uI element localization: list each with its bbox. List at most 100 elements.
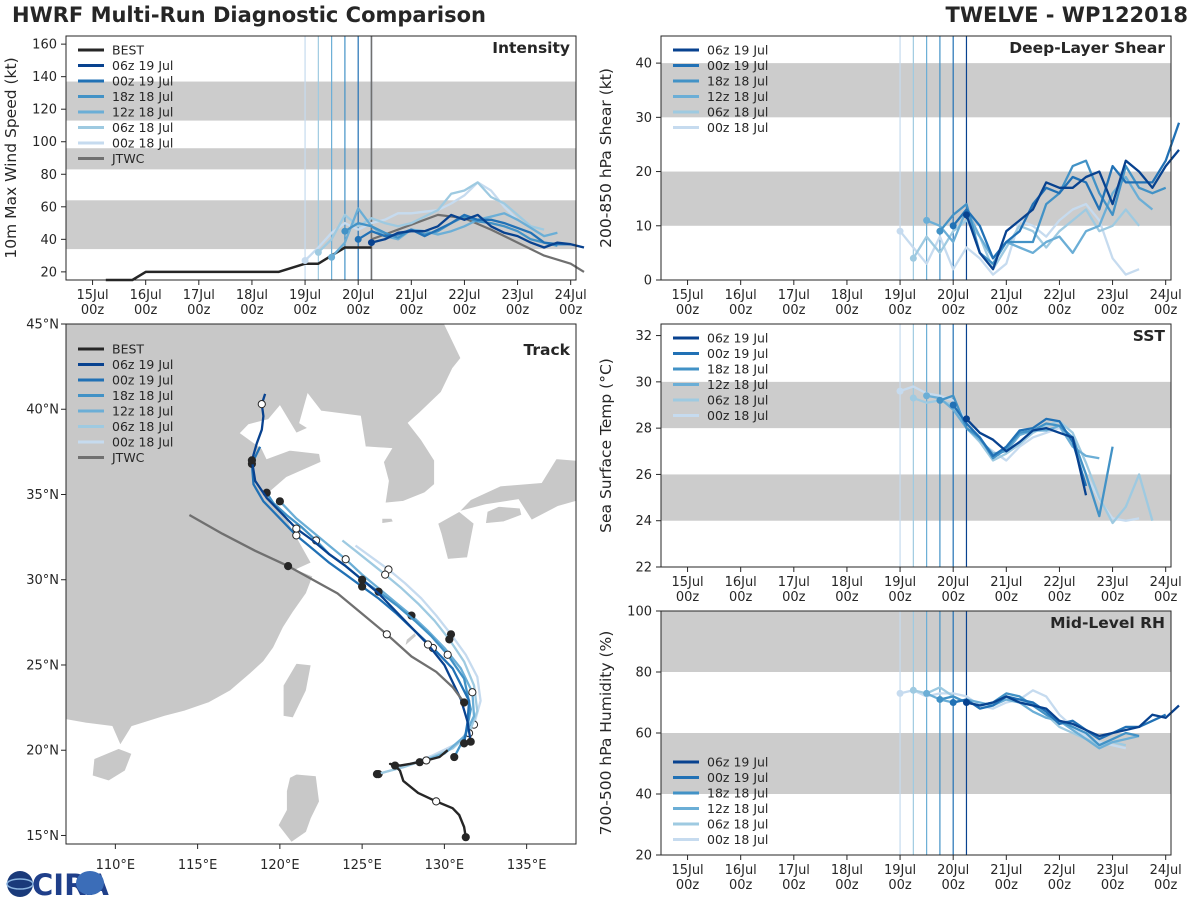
storm-id: TWELVE - WP122018	[945, 3, 1188, 27]
intensity-xtick-hour-2: 00z	[187, 303, 211, 318]
sst-xtick-hour-1: 00z	[729, 590, 753, 605]
intensity-band-0	[66, 200, 576, 250]
sst-xtick-hour-9: 00z	[1154, 590, 1178, 605]
sst-series-start-marker-1	[949, 401, 957, 409]
sst-series-start-marker-5	[896, 387, 904, 395]
shear-series-start-marker-4	[909, 254, 917, 262]
intensity-xtick-hour-5: 00z	[347, 303, 371, 318]
track-series-line-2-marker-4	[443, 650, 452, 659]
intensity-series-line-3	[330, 207, 558, 258]
intensity-xtick-hour-4: 00z	[293, 303, 317, 318]
rh-xtick-date-3: 18Jul	[831, 863, 863, 878]
sst-xtick-hour-2: 00z	[782, 590, 806, 605]
sst-series-start-marker-0	[962, 415, 970, 423]
rh-ytick-label-2: 60	[635, 727, 652, 742]
rh-xtick-date-7: 22Jul	[1043, 863, 1075, 878]
intensity-panel-title: Intensity	[492, 39, 570, 57]
sst-xtick-date-0: 15Jul	[671, 575, 703, 590]
rh-ytick-label-4: 100	[627, 605, 652, 620]
mainland-asia	[66, 324, 462, 746]
sst-xtick-hour-8: 00z	[1101, 590, 1125, 605]
shear-xtick-hour-5: 00z	[942, 303, 966, 318]
rh-xtick-hour-4: 00z	[888, 878, 912, 893]
intensity-ytick-label-6: 140	[32, 70, 57, 85]
rh-xtick-date-5: 20Jul	[937, 863, 969, 878]
sst-xtick-hour-6: 00z	[995, 590, 1019, 605]
intensity-xtick-date-7: 22Jul	[448, 288, 480, 303]
sst-ytick-label-0: 22	[635, 561, 652, 576]
track-series-line-2-marker-0	[450, 752, 459, 762]
legend-run-5-label: 00z 18 Jul	[112, 136, 173, 151]
shear-xtick-hour-3: 00z	[835, 303, 859, 318]
intensity-series-start-marker-5	[301, 256, 309, 264]
legend-run-5-label: 00z 18 Jul	[707, 408, 768, 423]
sst-series-start-marker-3	[923, 392, 931, 400]
legend-run-4-label: 06z 18 Jul	[707, 817, 768, 832]
track-series-line-0-marker-12	[292, 524, 301, 533]
rh-xtick-date-2: 17Jul	[778, 863, 810, 878]
sst-panel-title: SST	[1133, 327, 1166, 345]
sst-xtick-date-2: 17Jul	[778, 575, 810, 590]
rh-xtick-date-0: 15Jul	[671, 863, 703, 878]
intensity-ytick-label-2: 60	[40, 200, 57, 215]
shear-xtick-hour-6: 00z	[995, 303, 1019, 318]
intensity-frame	[65, 35, 577, 281]
track-ytick-label-3: 30°N	[26, 573, 59, 588]
intensity-band-1	[66, 148, 576, 170]
intensity-ytick-label-5: 120	[32, 103, 57, 118]
cira-logo: CIRA	[6, 868, 109, 900]
legend-run-3-label: 12z 18 Jul	[112, 404, 173, 419]
intensity-xtick-hour-0: 00z	[81, 303, 105, 318]
legend-run-5-label: 00z 18 Jul	[112, 435, 173, 450]
intensity-ytick-label-4: 100	[32, 135, 57, 150]
intensity-xtick-date-1: 16Jul	[130, 288, 162, 303]
legend-run-5-label: 00z 18 Jul	[707, 832, 768, 847]
track-series-line-0-marker-0	[466, 737, 475, 746]
rh-xtick-hour-1: 00z	[729, 878, 753, 893]
rh-xtick-date-1: 16Jul	[725, 863, 757, 878]
intensity-band-2	[66, 81, 576, 121]
track-series-line-3-marker-16	[275, 497, 284, 506]
track-series-line-1-marker-0	[460, 739, 469, 748]
shear-series-start-marker-2	[936, 227, 944, 235]
intensity-xtick-hour-6: 00z	[400, 303, 424, 318]
sst-series-line-2	[939, 394, 1114, 518]
rh-series-start-marker-1	[949, 699, 957, 706]
rh-xtick-date-9: 24Jul	[1150, 863, 1182, 878]
intensity-panel: 2040608010012014016015Jul00z16Jul00z17Ju…	[2, 35, 587, 318]
rh-ytick-label-3: 80	[635, 666, 652, 681]
shear-series-start-marker-0	[962, 211, 970, 219]
track-xtick-label-0: 110°E	[96, 858, 136, 873]
sst-xtick-hour-4: 00z	[888, 590, 912, 605]
legend-run-1-label: 00z 19 Jul	[707, 58, 768, 73]
track-jtwc-line	[188, 514, 466, 704]
rh-series-start-marker-0	[962, 699, 970, 706]
intensity-xtick-hour-3: 00z	[240, 303, 264, 318]
rh-series-line-1	[952, 695, 1167, 741]
track-frame	[65, 323, 577, 845]
intensity-xtick-date-4: 19Jul	[289, 288, 321, 303]
sst-xtick-date-7: 22Jul	[1043, 575, 1075, 590]
legend-run-0-label: 06z 19 Jul	[707, 331, 768, 346]
sst-frame	[660, 323, 1172, 568]
shear-xtick-hour-2: 00z	[782, 303, 806, 318]
hainan	[91, 748, 133, 782]
rh-xtick-hour-8: 00z	[1101, 878, 1125, 893]
rh-panel-title: Mid-Level RH	[1050, 614, 1165, 632]
track-ytick-label-6: 45°N	[26, 318, 59, 333]
legend-run-3-label: 12z 18 Jul	[707, 801, 768, 816]
legend-run-3-label: 12z 18 Jul	[112, 105, 173, 120]
rh-series-line-0	[966, 695, 1180, 738]
track-series-line-5	[354, 544, 482, 776]
intensity-series-start-marker-2	[341, 227, 349, 235]
shear-xtick-hour-9: 00z	[1154, 303, 1178, 318]
agency-seal-icon	[76, 871, 104, 895]
intensity-series-start-marker-4	[314, 248, 322, 256]
legend-run-1-label: 00z 19 Jul	[112, 373, 173, 388]
shear-xtick-hour-8: 00z	[1101, 303, 1125, 318]
intensity-ytick-label-1: 40	[40, 233, 57, 248]
shear-frame	[660, 35, 1172, 281]
shear-series-line-1	[952, 122, 1181, 260]
intensity-xtick-date-3: 18Jul	[236, 288, 268, 303]
